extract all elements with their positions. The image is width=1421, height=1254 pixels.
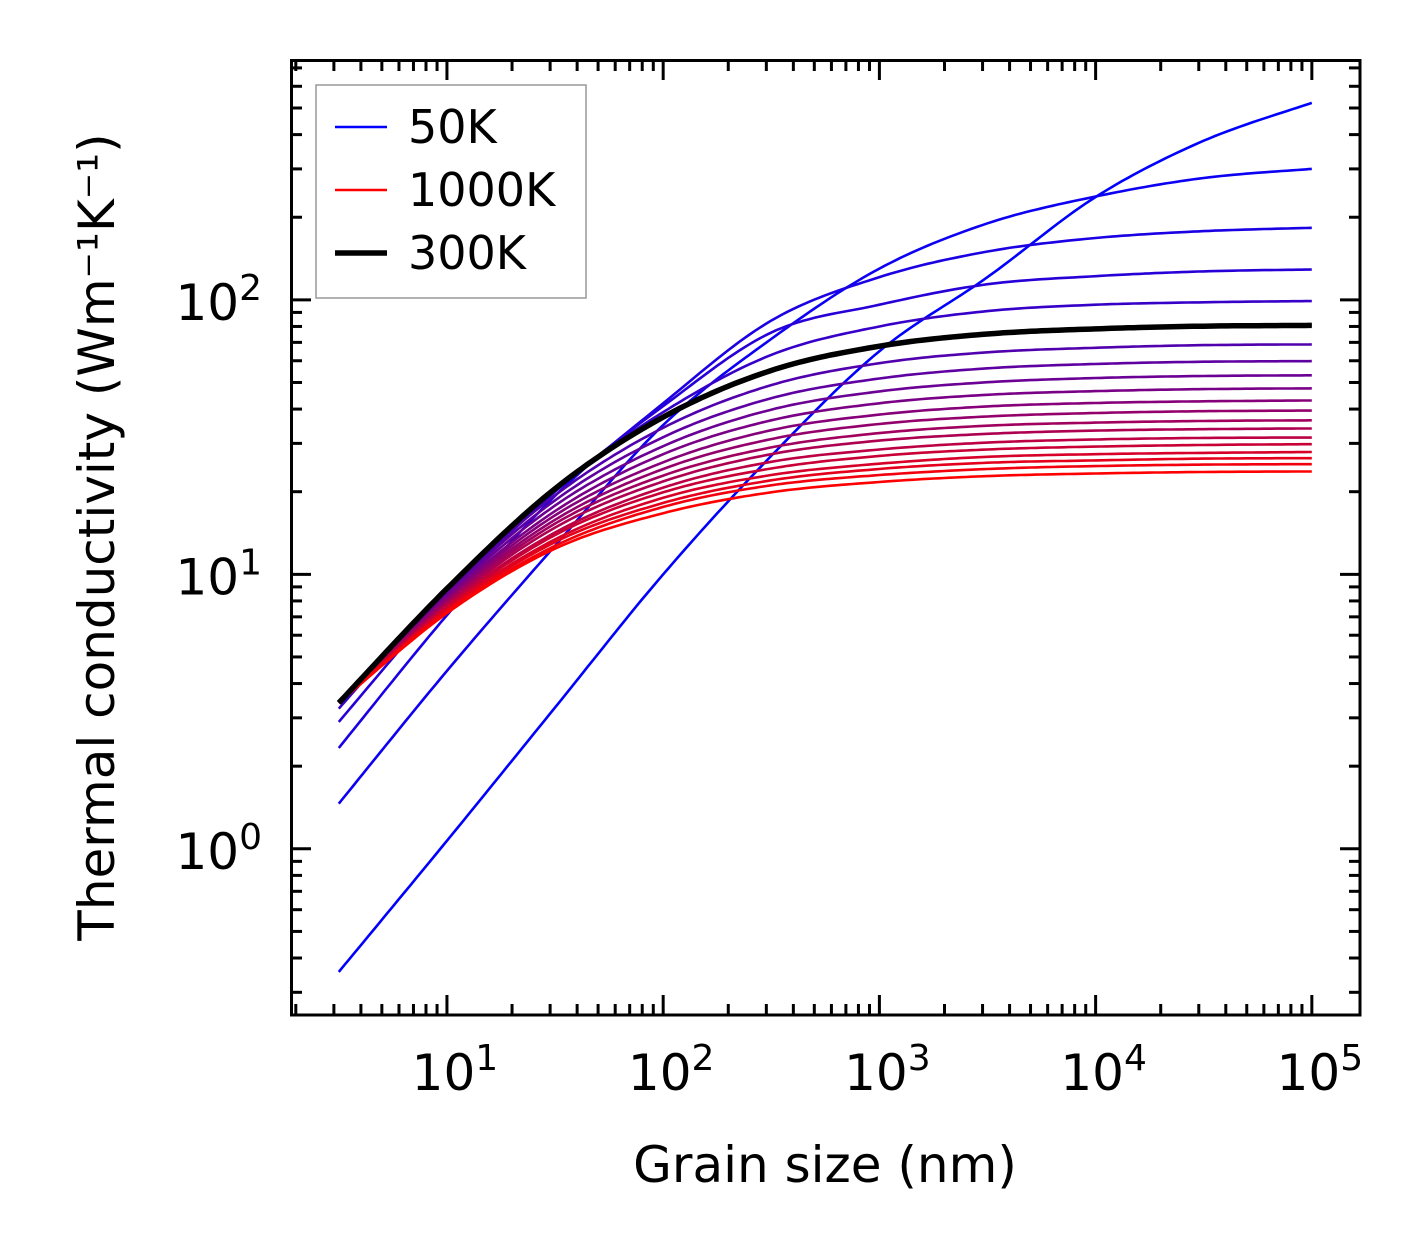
- series-line-300K: [337, 324, 1312, 704]
- tick-label-exponent: 1: [239, 542, 262, 583]
- legend-box: [315, 84, 587, 299]
- tick-label-base: 10: [844, 1044, 908, 1102]
- tick-label-base: 10: [1277, 1044, 1341, 1102]
- series-line-400K: [337, 359, 1312, 704]
- tick-label-exponent: 2: [239, 268, 262, 309]
- y-tick-label: 101: [175, 542, 262, 606]
- x-tick-label: 102: [628, 1038, 715, 1102]
- series-line-700K: [337, 427, 1312, 704]
- legend-label: 50K: [408, 100, 499, 154]
- legend-entry-300K: 300K: [335, 226, 528, 280]
- tick-label-exponent: 2: [692, 1038, 715, 1079]
- legend-entry-1000K: 1000K: [335, 163, 557, 217]
- series-line-100K: [337, 167, 1312, 805]
- tick-label-base: 10: [412, 1044, 476, 1102]
- y-axis-label: Thermal conductivity (Wm⁻¹K⁻¹): [68, 133, 126, 941]
- tick-label-exponent: 5: [1340, 1038, 1363, 1079]
- tick-label-exponent: 3: [908, 1038, 931, 1079]
- series-line-1000K: [337, 470, 1312, 704]
- series-line-350K: [337, 343, 1312, 704]
- plot-frame: [290, 59, 1362, 1017]
- series-line-300K-highlight: [336, 322, 1312, 705]
- legend-entry-50K: 50K: [335, 100, 499, 154]
- curves-layer: [336, 101, 1313, 973]
- legend: 50K 1000K 300K: [315, 84, 587, 299]
- series-line-750K: [337, 436, 1312, 704]
- x-tick-label: 101: [412, 1038, 499, 1102]
- x-tick-label: 105: [1277, 1038, 1364, 1102]
- y-tick-label: 100: [175, 817, 262, 881]
- series-line-650K: [337, 419, 1312, 704]
- x-axis-label: Grain size (nm): [633, 1136, 1017, 1194]
- series-line-550K: [337, 399, 1312, 704]
- y-tick-label: 102: [175, 268, 262, 332]
- tick-label-base: 10: [628, 1044, 692, 1102]
- x-tick-label: 103: [844, 1038, 931, 1102]
- tick-label-exponent: 0: [239, 817, 262, 858]
- series-line-950K: [337, 462, 1312, 704]
- series-line-50K: [337, 101, 1313, 973]
- x-tick-label: 104: [1060, 1038, 1147, 1102]
- series-line-900K: [337, 456, 1312, 704]
- series-line-500K: [337, 387, 1312, 704]
- legend-label: 1000K: [408, 163, 557, 217]
- tick-label-base: 10: [1060, 1044, 1124, 1102]
- series-line-150K: [337, 226, 1312, 749]
- tick-label-base: 10: [175, 274, 239, 332]
- series-line-800K: [337, 442, 1312, 704]
- series-line-600K: [337, 409, 1312, 704]
- series-line-450K: [337, 374, 1312, 704]
- tick-label-exponent: 4: [1124, 1038, 1147, 1079]
- legend-label: 300K: [408, 226, 528, 280]
- series-line-850K: [337, 450, 1312, 704]
- tick-label-base: 10: [175, 823, 239, 881]
- tick-label-base: 10: [175, 548, 239, 606]
- tick-label-exponent: 1: [475, 1038, 498, 1079]
